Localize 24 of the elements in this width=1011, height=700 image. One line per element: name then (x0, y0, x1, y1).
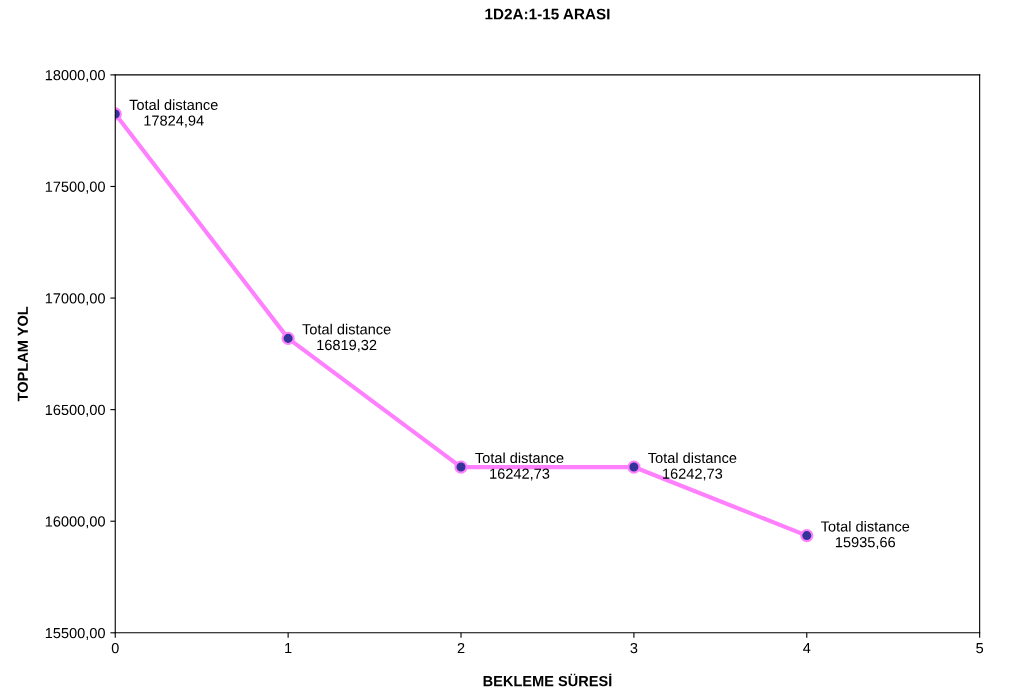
data-label: Total distance 16819,32 (302, 323, 391, 352)
y-tick-label: 18000,00 (45, 70, 105, 83)
data-label: Total distance 17824,94 (129, 99, 218, 128)
x-tick-label: 2 (457, 642, 465, 654)
x-tick-label: 5 (976, 643, 984, 654)
data-label: Total distance 15935,66 (821, 520, 910, 550)
x-tick-label: 3 (630, 642, 638, 654)
y-tick-label: 17500,00 (45, 181, 105, 194)
chart-title: 1D2A:1-15 ARASI (485, 8, 610, 20)
y-tick-label: 16000,00 (45, 516, 105, 529)
data-label: Total distance 16242,73 (648, 452, 737, 481)
x-tick-label: 1 (285, 643, 292, 654)
point (800, 528, 814, 543)
data-label: Total distance 16242,73 (475, 452, 564, 481)
point (627, 460, 641, 474)
y-tick-label: 16500,00 (45, 404, 105, 417)
y-axis-title: TOPLAM YOL (17, 306, 28, 402)
y-tick-label: 15500,00 (45, 627, 105, 640)
y-tick-label: 17000,00 (45, 293, 105, 306)
point (281, 331, 295, 345)
point (454, 460, 468, 474)
x-axis-title: BEKLEME SÜRESİ (483, 673, 612, 687)
x-tick-label: 0 (111, 642, 119, 654)
x-tick-label: 4 (803, 643, 811, 654)
